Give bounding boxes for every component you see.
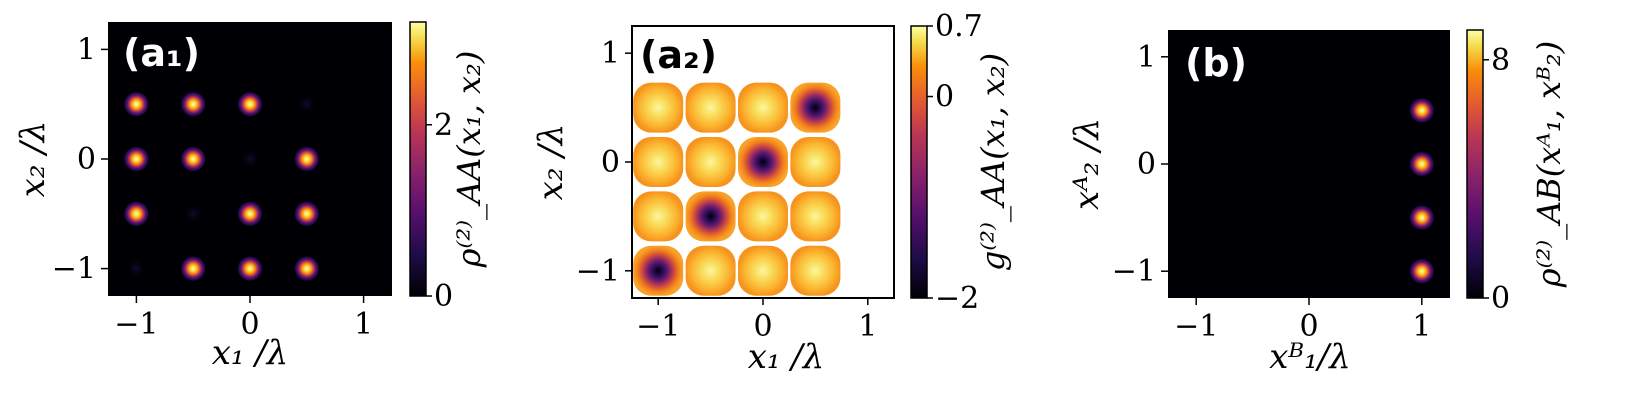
panel-a1: (a₁) −1 0 1 −1 0 1 x₁ /λ x₂ /λ 0 2 ρ⁽²⁾_AA(x₁,…	[13, 21, 488, 373]
x-tick-label-1: 0	[240, 307, 259, 342]
correlation-disk-11	[790, 191, 841, 242]
correlation-disk-7	[790, 137, 841, 187]
correlation-disk-1	[685, 82, 736, 133]
density-peak-4	[123, 146, 150, 172]
correlation-disk-2	[738, 82, 788, 133]
colorbar-tick-label-1: 0	[935, 80, 954, 115]
density-peak-0	[1408, 97, 1435, 124]
correlation-disk-14	[738, 245, 788, 296]
y-tick-label-2: 1	[1137, 40, 1156, 75]
correlation-disk-8	[633, 191, 684, 242]
x-tick-label-0: −1	[1174, 309, 1218, 344]
density-peak-7	[293, 146, 320, 172]
y-tick-label-1: 0	[77, 142, 96, 177]
correlation-disk-10	[738, 191, 788, 242]
panel-b-plot-area	[1168, 30, 1450, 298]
density-peak-11	[293, 200, 320, 227]
density-peak-2	[1408, 204, 1435, 231]
x-tick-label-2: 1	[354, 307, 373, 342]
panel-a1-colorbar	[409, 21, 427, 297]
x-tick-label-1: 0	[753, 309, 772, 344]
colorbar-tick-label-0: 8	[1491, 43, 1510, 78]
panel-a2: (a₂) −1 0 1 −1 0 1 x₁ /λ x₂ /λ 0.7 0 −2 g⁽²⁾_AA…	[531, 9, 1012, 377]
density-peak-13	[180, 255, 207, 282]
panel-b-colorbar	[1466, 29, 1484, 299]
y-tick-label-2: 1	[77, 32, 96, 67]
y-tick-label-0: −1	[1112, 254, 1156, 289]
density-peak-12	[125, 258, 147, 279]
density-peak-10	[237, 200, 263, 227]
correlation-disk-0	[633, 82, 684, 133]
panel-a2-colorbar	[910, 25, 928, 299]
panel-b-label: (b)	[1185, 41, 1247, 85]
colorbar-tick-label-1: 0	[1491, 281, 1510, 316]
correlation-disk-3	[790, 82, 841, 133]
density-peak-9	[182, 203, 204, 225]
correlation-disk-12	[633, 245, 684, 296]
density-peak-14	[237, 255, 263, 282]
y-tick-label-0: −1	[52, 252, 96, 287]
density-peak-1	[180, 91, 207, 118]
density-peak-1	[1408, 151, 1435, 177]
x-tick-label-2: 1	[858, 309, 877, 344]
density-peak-6	[239, 148, 261, 170]
y-tick-label-1: 0	[1137, 147, 1156, 182]
panel-a1-colorbar-label: ρ⁽²⁾_AA(x₁, x₂)	[450, 51, 488, 269]
x-tick-label-0: −1	[636, 309, 680, 344]
y-tick-label-2: 1	[601, 36, 620, 71]
x-tick-label-2: 1	[1412, 309, 1431, 344]
panel-a2-y-axis-label: x₂ /λ	[531, 124, 571, 201]
density-peak-8	[123, 200, 150, 227]
panel-b-colorbar-label: ρ⁽²⁾_AB(xᴬ₁, xᴮ₂)	[1530, 41, 1568, 288]
colorbar-tick-label-1: 2	[434, 108, 453, 143]
colorbar-tick-label-0: 0.7	[935, 9, 983, 44]
density-peak-0	[123, 91, 150, 118]
y-tick-label-0: −1	[576, 254, 620, 289]
panel-a2-label: (a₂)	[640, 33, 717, 77]
panel-b-x-axis-label: xᴮ₁/λ	[1269, 337, 1351, 377]
correlation-disk-15	[790, 245, 841, 296]
density-peak-15	[293, 255, 320, 282]
correlation-disk-4	[633, 137, 684, 187]
correlation-disk-5	[685, 137, 736, 187]
panel-b-y-axis-label: xᴬ₂ /λ	[1067, 118, 1107, 210]
density-peak-5	[180, 146, 207, 172]
x-tick-label-0: −1	[114, 307, 158, 342]
density-peak-3	[1408, 258, 1435, 285]
correlation-disk-9	[685, 191, 736, 242]
correlation-disk-6	[738, 137, 788, 187]
x-tick-label-1: 0	[1299, 309, 1318, 344]
panel-a2-colorbar-label: g⁽²⁾_AA(x₁, x₂)	[974, 53, 1012, 271]
colorbar-tick-label-0: 0	[434, 279, 453, 314]
panel-a1-x-axis-label: x₁ /λ	[212, 333, 289, 373]
density-peak-2	[237, 91, 263, 118]
y-tick-label-1: 0	[601, 145, 620, 180]
colorbar-tick-label-2: −2	[935, 281, 979, 316]
panel-b: (b) −1 0 1 −1 0 1 xᴮ₁/λ xᴬ₂ /λ 8 0 ρ⁽²⁾_AB(xᴬ₁…	[1067, 29, 1568, 377]
panel-a1-y-axis-label: x₂ /λ	[13, 121, 53, 198]
panel-a2-x-axis-label: x₁ /λ	[748, 337, 825, 377]
panel-a1-label: (a₁)	[123, 31, 200, 75]
correlation-disk-13	[685, 245, 736, 296]
density-peak-3	[296, 93, 318, 115]
